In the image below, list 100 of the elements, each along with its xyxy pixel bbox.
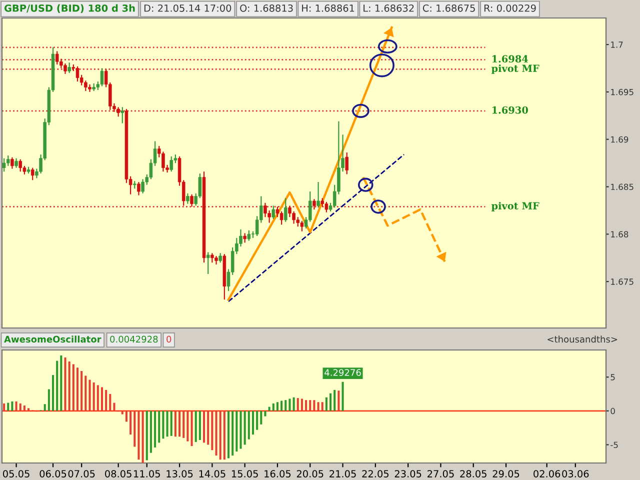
y-tick-label: 5 bbox=[610, 374, 615, 380]
candlestick bbox=[116, 106, 120, 118]
bar bbox=[272, 403, 274, 411]
ref-line-label: pivot MF bbox=[491, 64, 540, 74]
bar bbox=[60, 355, 62, 411]
x-tick-label: 15.05 bbox=[232, 470, 258, 478]
candlestick bbox=[210, 252, 214, 264]
y-tick-label: 1.695 bbox=[611, 88, 634, 96]
bar bbox=[342, 382, 344, 411]
candlestick bbox=[2, 158, 6, 172]
y-tick-label: 1.685 bbox=[611, 184, 634, 190]
chart-title: AwesomeOscillator bbox=[4, 336, 102, 343]
candlestick bbox=[100, 68, 104, 87]
bar bbox=[76, 368, 79, 411]
candlestick bbox=[18, 158, 22, 172]
bar bbox=[296, 398, 299, 411]
bar bbox=[146, 410, 148, 460]
bar bbox=[264, 410, 266, 416]
candlestick bbox=[218, 252, 222, 264]
ref-line-label: 1.6984 bbox=[492, 55, 528, 63]
candlestick bbox=[324, 201, 328, 213]
bar bbox=[223, 410, 226, 460]
y-tick-label: 0 bbox=[610, 408, 615, 414]
candlestick bbox=[280, 210, 284, 226]
bar bbox=[317, 402, 320, 411]
bar bbox=[142, 410, 144, 463]
candlestick bbox=[170, 156, 174, 172]
bar bbox=[198, 410, 201, 440]
bar bbox=[100, 387, 104, 411]
bar bbox=[292, 397, 295, 411]
bar bbox=[130, 410, 132, 435]
bar bbox=[182, 410, 185, 438]
x-tick-label: 02.06 bbox=[534, 470, 560, 478]
bar bbox=[252, 410, 254, 435]
text: 0.0042928 bbox=[110, 336, 158, 343]
bar bbox=[276, 402, 278, 411]
bar bbox=[15, 401, 18, 411]
bar bbox=[68, 362, 70, 411]
bar bbox=[330, 393, 332, 411]
candlestick bbox=[162, 151, 165, 172]
x-tick-label: 13.05 bbox=[166, 470, 193, 478]
candlestick bbox=[206, 252, 210, 275]
bar bbox=[28, 408, 30, 411]
bar bbox=[125, 410, 128, 422]
bar bbox=[121, 410, 124, 414]
x-tick-label: 21.05 bbox=[330, 470, 356, 478]
bar bbox=[207, 410, 210, 445]
candlestick bbox=[120, 106, 124, 124]
bar bbox=[158, 410, 160, 443]
text: L: 1.68632 bbox=[364, 4, 414, 12]
x-tick-label: 20.05 bbox=[296, 470, 324, 478]
text: O: 1.68813 bbox=[240, 4, 293, 12]
bar bbox=[236, 410, 238, 452]
bar bbox=[154, 410, 156, 448]
y-tick-label: 1.7 bbox=[611, 42, 623, 48]
candlestick bbox=[316, 181, 320, 208]
bar bbox=[248, 410, 250, 440]
x-tick-label: 28.05 bbox=[460, 470, 486, 478]
bar bbox=[166, 410, 168, 437]
candlestick bbox=[190, 194, 194, 208]
bar bbox=[215, 410, 218, 456]
bar bbox=[244, 410, 246, 445]
bar bbox=[3, 403, 6, 411]
candlestick bbox=[276, 206, 280, 218]
bar bbox=[96, 385, 99, 411]
x-tick-label: 08.05 bbox=[105, 470, 132, 478]
bar bbox=[305, 400, 308, 411]
bar bbox=[280, 400, 283, 411]
bar bbox=[19, 403, 22, 411]
bar bbox=[240, 410, 242, 449]
x-tick-label: 23.05 bbox=[394, 470, 422, 478]
bar bbox=[186, 410, 189, 442]
text: D: 21.05.14 17:00 bbox=[144, 4, 232, 12]
bar bbox=[334, 390, 336, 411]
data-label: 4.29276 bbox=[324, 369, 361, 376]
x-tick-label: 06.05 bbox=[40, 470, 66, 478]
candlestick bbox=[14, 158, 18, 168]
candlestick bbox=[186, 192, 190, 204]
bar bbox=[309, 400, 312, 411]
bar bbox=[321, 402, 324, 411]
candlestick bbox=[30, 167, 34, 181]
ref-line-label: 1.6930 bbox=[492, 106, 528, 114]
x-tick-label: 27.05 bbox=[428, 470, 454, 478]
candlestick bbox=[272, 205, 276, 220]
x-tick-label: 07.05 bbox=[68, 470, 95, 478]
text: <thousandths> bbox=[548, 336, 618, 343]
bar bbox=[313, 400, 316, 411]
bar bbox=[256, 410, 258, 430]
candlestick bbox=[141, 178, 144, 194]
candlestick bbox=[284, 198, 288, 222]
x-tick-label: 03.06 bbox=[562, 470, 589, 478]
y-tick-label: 1.675 bbox=[611, 278, 634, 285]
bar bbox=[325, 397, 328, 411]
x-tick-label: 05.05 bbox=[3, 470, 30, 478]
bar bbox=[92, 382, 95, 411]
text: 0 bbox=[166, 336, 172, 343]
text: R: 0.00229 bbox=[484, 4, 536, 12]
text: C: 1.68675 bbox=[422, 4, 475, 12]
bar bbox=[232, 410, 234, 456]
bar bbox=[162, 410, 164, 439]
